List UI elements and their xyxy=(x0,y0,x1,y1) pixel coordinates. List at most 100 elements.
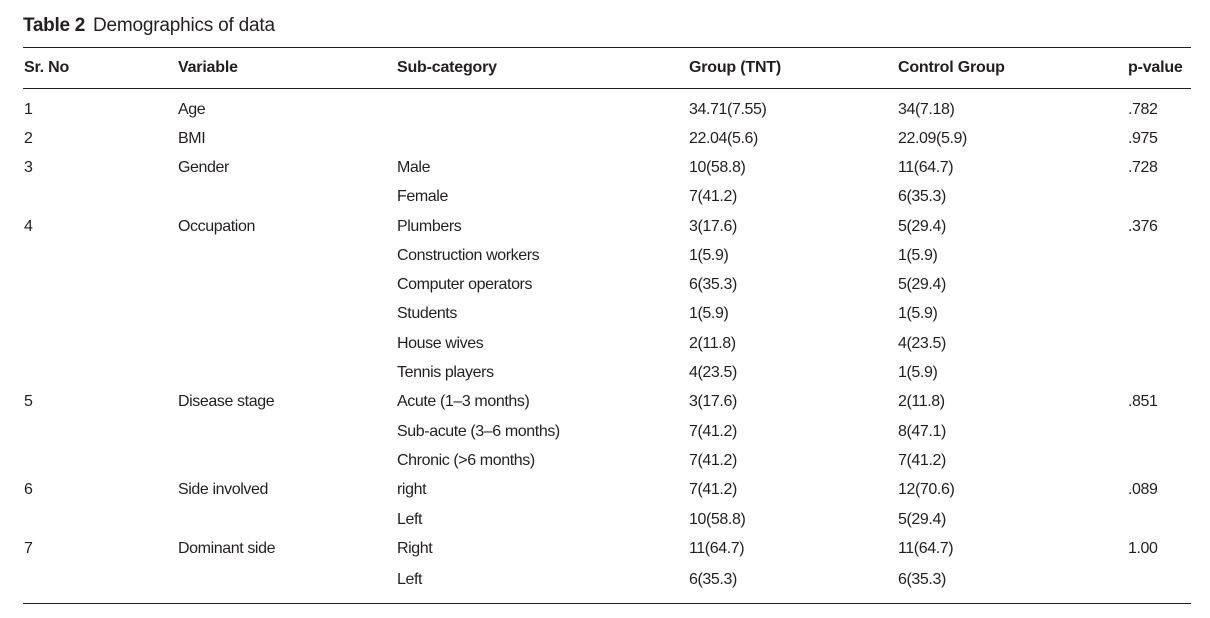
sr-no-cell xyxy=(23,446,177,475)
group-tnt-cell: 3(17.6) xyxy=(689,393,737,411)
p-value-cell xyxy=(1127,300,1191,329)
variable-cell: Gender xyxy=(178,158,229,176)
table-row: 6 Side involved right 7(41.2) 12(70.6) .089 xyxy=(23,476,1191,505)
group-tnt-cell: 22.04(5.6) xyxy=(689,129,758,147)
p-value-cell: .728 xyxy=(1128,158,1158,176)
header-sr-no: Sr. No xyxy=(23,47,177,89)
sub-category-cell: Male xyxy=(397,158,431,176)
group-tnt-cell: 34.71(7.55) xyxy=(689,100,767,118)
table-row: Left 6(35.3) 6(35.3) xyxy=(23,563,1191,605)
header-variable: Variable xyxy=(177,47,396,89)
variable-cell xyxy=(177,417,396,446)
table-row: Computer operators 6(35.3) 5(29.4) xyxy=(23,270,1191,299)
table-row: 7 Dominant side Right 11(64.7) 11(64.7) 1.00 xyxy=(23,534,1191,563)
sr-no-cell: 7 xyxy=(24,539,33,557)
variable-cell xyxy=(177,358,396,387)
group-tnt-cell: 7(41.2) xyxy=(689,451,737,469)
group-tnt-cell: 6(35.3) xyxy=(688,563,897,605)
sub-category-cell xyxy=(396,89,688,125)
control-group-cell: 1(5.9) xyxy=(898,305,938,323)
header-control-group: Control Group xyxy=(897,47,1127,89)
table-row: 3 Gender Male 10(58.8) 11(64.7) .728 xyxy=(23,153,1191,182)
header-sub-category: Sub-category xyxy=(396,47,688,89)
variable-cell xyxy=(177,270,396,299)
p-value-cell: .851 xyxy=(1128,393,1158,411)
sr-no-cell: 3 xyxy=(24,158,33,176)
control-group-cell: 4(23.5) xyxy=(898,334,946,352)
control-group-cell: 22.09(5.9) xyxy=(898,129,967,147)
sub-category-cell: Chronic (>6 months) xyxy=(397,451,535,469)
table-header: Sr. No Variable Sub-category Group (TNT) Con… xyxy=(23,47,1191,89)
group-tnt-cell: 7(41.2) xyxy=(689,422,737,440)
control-group-cell: 8(47.1) xyxy=(898,422,946,440)
sub-category-cell xyxy=(396,124,688,153)
control-group-cell: 34(7.18) xyxy=(898,100,955,118)
sr-no-cell: 2 xyxy=(24,129,33,147)
table-row: House wives 2(11.8) 4(23.5) xyxy=(23,329,1191,358)
table-row: Tennis players 4(23.5) 1(5.9) xyxy=(23,358,1191,387)
sr-no-cell: 4 xyxy=(24,217,33,235)
group-tnt-cell: 2(11.8) xyxy=(689,334,736,352)
sub-category-cell: House wives xyxy=(397,334,484,352)
control-group-cell: 2(11.8) xyxy=(898,393,945,411)
variable-cell xyxy=(177,183,396,212)
variable-cell: Age xyxy=(178,100,206,118)
table-title: Demographics of data xyxy=(92,15,275,36)
control-group-cell: 1(5.9) xyxy=(898,246,938,264)
p-value-cell xyxy=(1127,563,1191,605)
table-label: Table 2 xyxy=(23,15,85,36)
sub-category-cell: Left xyxy=(397,510,423,528)
sr-no-cell xyxy=(23,183,177,212)
sr-no-cell xyxy=(23,417,177,446)
sr-no-cell xyxy=(23,329,177,358)
p-value-cell xyxy=(1127,446,1191,475)
table-row: 2 BMI 22.04(5.6) 22.09(5.9) .975 xyxy=(23,124,1191,153)
sub-category-cell: Left xyxy=(396,563,688,605)
group-tnt-cell: 1(5.9) xyxy=(689,246,729,264)
sr-no-cell: 5 xyxy=(24,393,33,411)
group-tnt-cell: 6(35.3) xyxy=(689,276,737,294)
group-tnt-cell: 1(5.9) xyxy=(689,305,729,323)
variable-cell xyxy=(177,300,396,329)
table-row: Chronic (>6 months) 7(41.2) 7(41.2) xyxy=(23,446,1191,475)
sr-no-cell xyxy=(23,270,177,299)
sub-category-cell: Female xyxy=(397,188,448,206)
control-group-cell: 5(29.4) xyxy=(898,276,946,294)
sub-category-cell: Computer operators xyxy=(397,276,533,294)
p-value-cell: 1.00 xyxy=(1128,539,1158,557)
p-value-cell xyxy=(1127,358,1191,387)
p-value-cell: .089 xyxy=(1128,481,1158,499)
control-group-cell: 7(41.2) xyxy=(898,451,946,469)
control-group-cell: 11(64.7) xyxy=(898,539,954,557)
table-row: 4 Occupation Plumbers 3(17.6) 5(29.4) .376 xyxy=(23,212,1191,241)
p-value-cell xyxy=(1127,183,1191,212)
p-value-cell xyxy=(1127,270,1191,299)
sub-category-cell: right xyxy=(397,481,427,499)
table-body: 1 Age 34.71(7.55) 34(7.18) .782 2 BMI 22.04(5.6… xyxy=(23,89,1191,605)
table-row: Construction workers 1(5.9) 1(5.9) xyxy=(23,241,1191,270)
table-row: Students 1(5.9) 1(5.9) xyxy=(23,300,1191,329)
sub-category-cell: Tennis players xyxy=(397,364,494,382)
p-value-cell xyxy=(1127,505,1191,534)
p-value-cell xyxy=(1127,241,1191,270)
group-tnt-cell: 10(58.8) xyxy=(689,510,746,528)
sr-no-cell xyxy=(23,300,177,329)
p-value-cell: .376 xyxy=(1128,217,1158,235)
sr-no-cell xyxy=(23,241,177,270)
control-group-cell: 1(5.9) xyxy=(898,364,938,382)
sr-no-cell xyxy=(23,505,177,534)
table-row: 1 Age 34.71(7.55) 34(7.18) .782 xyxy=(23,89,1191,125)
header-row: Sr. No Variable Sub-category Group (TNT) Con… xyxy=(23,47,1191,89)
sr-no-cell: 1 xyxy=(24,100,33,118)
variable-cell: Dominant side xyxy=(178,539,276,557)
table-row: 5 Disease stage Acute (1–3 months) 3(17.6) 2… xyxy=(23,388,1191,417)
control-group-cell: 11(64.7) xyxy=(898,158,954,176)
sub-category-cell: Construction workers xyxy=(397,246,540,264)
variable-cell xyxy=(177,329,396,358)
variable-cell xyxy=(177,563,396,605)
control-group-cell: 12(70.6) xyxy=(898,481,955,499)
variable-cell: BMI xyxy=(178,129,206,147)
table-caption: Table 2 Demographics of data xyxy=(23,13,275,39)
p-value-cell: .782 xyxy=(1128,100,1158,118)
sr-no-cell: 6 xyxy=(24,481,33,499)
